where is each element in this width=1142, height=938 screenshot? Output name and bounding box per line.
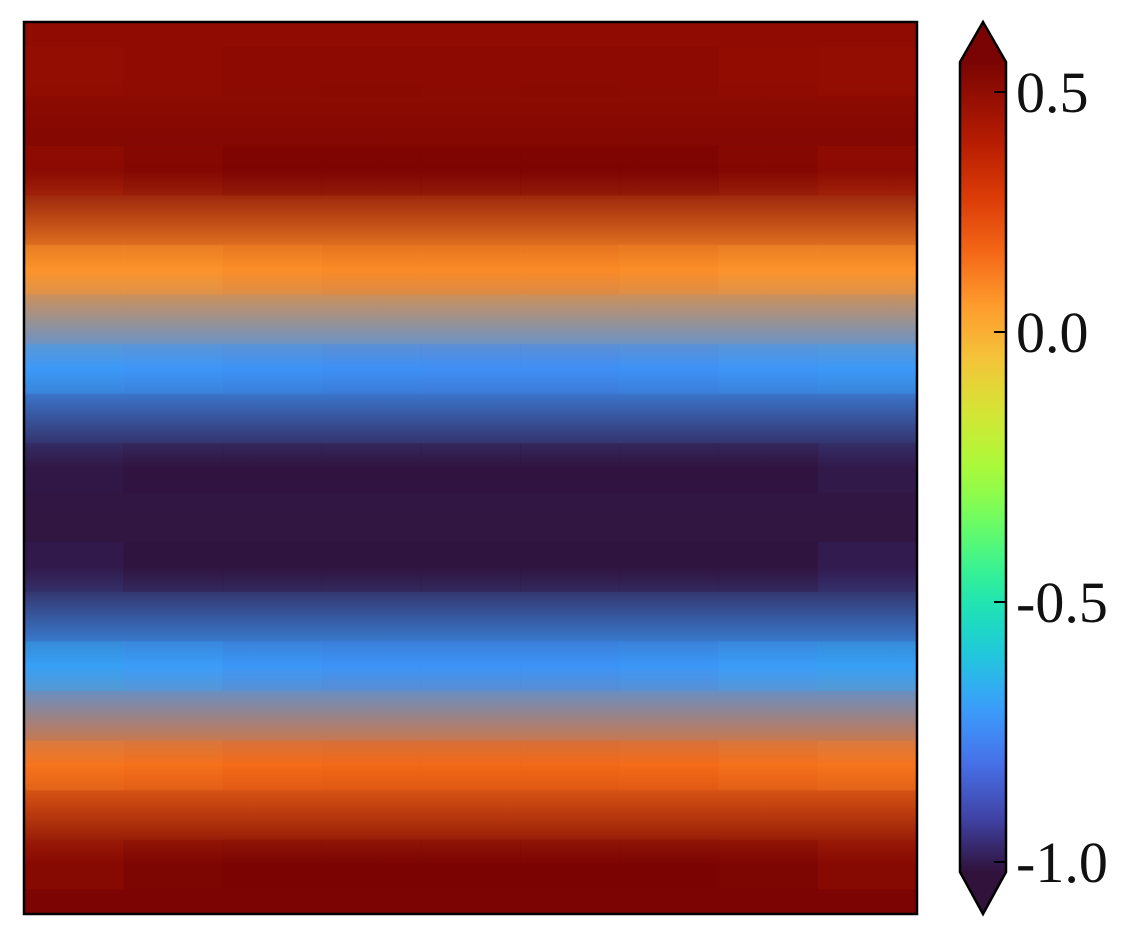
heatmap-cell (321, 542, 422, 592)
colorbar-tick-label: -1.0 (1016, 830, 1108, 895)
colorbar: 0.5 0.0 -0.5 -1.0 (958, 19, 1108, 917)
heatmap-cell (321, 443, 422, 493)
heatmap-cell (24, 443, 124, 493)
heatmap-cell (817, 245, 917, 295)
heatmap-cell (222, 839, 323, 890)
heatmap-cell (420, 641, 521, 691)
heatmap-cell (718, 245, 819, 295)
heatmap-cell (222, 245, 323, 295)
heatmap-cell (24, 740, 124, 791)
heatmap-cell (24, 46, 124, 97)
colorbar-body (960, 62, 1006, 872)
heatmap-cell (321, 344, 422, 394)
colorbar-tick-label: 0.0 (1016, 300, 1089, 365)
heatmap-cell (222, 641, 323, 691)
heatmap-cell (718, 641, 819, 691)
plot-frame (22, 20, 919, 916)
colorbar-extend-min (960, 872, 1006, 914)
heatmap-cell (520, 740, 620, 791)
heatmap-cell (420, 344, 521, 394)
heatmap-cell (718, 46, 819, 97)
heatmap-cell (817, 542, 917, 592)
colorbar-extend-max (960, 22, 1006, 62)
heatmap-cell (420, 443, 521, 493)
heatmap-cell (222, 542, 323, 592)
heatmap-cell (520, 443, 620, 493)
heatmap-cell (123, 542, 223, 592)
heatmap-cells (24, 46, 917, 890)
heatmap-cell (321, 740, 422, 791)
heatmap-cell (24, 145, 124, 196)
heatmap-cell (520, 641, 620, 691)
heatmap-cell (817, 344, 917, 394)
colorbar-tick-label: 0.5 (1016, 60, 1089, 125)
plot-area (24, 22, 917, 914)
heatmap-cell (123, 839, 223, 890)
heatmap-cell (619, 245, 719, 295)
heatmap-field (24, 22, 917, 914)
heatmap-cell (123, 145, 223, 196)
heatmap-cell (24, 542, 124, 592)
heatmap-cell (619, 641, 719, 691)
heatmap-cell (619, 443, 719, 493)
heatmap-cell (222, 344, 323, 394)
heatmap-cell (817, 641, 917, 691)
heatmap-cell (420, 542, 521, 592)
heatmap-cell (520, 145, 620, 196)
heatmap-cell (420, 839, 521, 890)
heatmap-cell (718, 443, 819, 493)
colorbar-tick-label: -0.5 (1016, 570, 1108, 635)
heatmap-cell (718, 542, 819, 592)
heatmap-cell (321, 641, 422, 691)
heatmap-cell (222, 46, 323, 97)
heatmap-cell (123, 641, 223, 691)
colorbar-outline (958, 19, 1008, 917)
heatmap-cell (24, 641, 124, 691)
heatmap-cell (222, 443, 323, 493)
heatmap-cell (817, 145, 917, 196)
heatmap-cell (817, 443, 917, 493)
heatmap-cell (718, 839, 819, 890)
heatmap-cell (520, 344, 620, 394)
heatmap-cell (718, 145, 819, 196)
heatmap-cell (817, 46, 917, 97)
heatmap-cell (619, 542, 719, 592)
heatmap-cell (520, 46, 620, 97)
heatmap-cell (817, 740, 917, 791)
heatmap-cell (619, 344, 719, 394)
heatmap-cell (520, 839, 620, 890)
heatmap-cell (619, 145, 719, 196)
heatmap-cell (123, 443, 223, 493)
heatmap-cell (420, 145, 521, 196)
heatmap-cell (24, 344, 124, 394)
heatmap-cell (520, 542, 620, 592)
heatmap-cell (817, 839, 917, 890)
heatmap-cell (222, 740, 323, 791)
heatmap-cell (718, 344, 819, 394)
heatmap-cell (321, 245, 422, 295)
colorbar-ticks: 0.5 0.0 -0.5 -1.0 (994, 60, 1108, 895)
heatmap-cell (619, 46, 719, 97)
heatmap-cell (321, 145, 422, 196)
heatmap-cell (222, 145, 323, 196)
heatmap-cell (520, 245, 620, 295)
heatmap-cell (420, 245, 521, 295)
heatmap-cell (619, 740, 719, 791)
heatmap-cell (420, 740, 521, 791)
heatmap-cell (619, 839, 719, 890)
heatmap-cell (321, 839, 422, 890)
heatmap-cell (718, 740, 819, 791)
heatmap-cell (24, 839, 124, 890)
heatmap-cell (123, 46, 223, 97)
heatmap-cell (123, 245, 223, 295)
heatmap-cell (321, 46, 422, 97)
heatmap-cell (123, 740, 223, 791)
heatmap-cell (420, 46, 521, 97)
heatmap-cell (123, 344, 223, 394)
heatmap-cell (24, 245, 124, 295)
